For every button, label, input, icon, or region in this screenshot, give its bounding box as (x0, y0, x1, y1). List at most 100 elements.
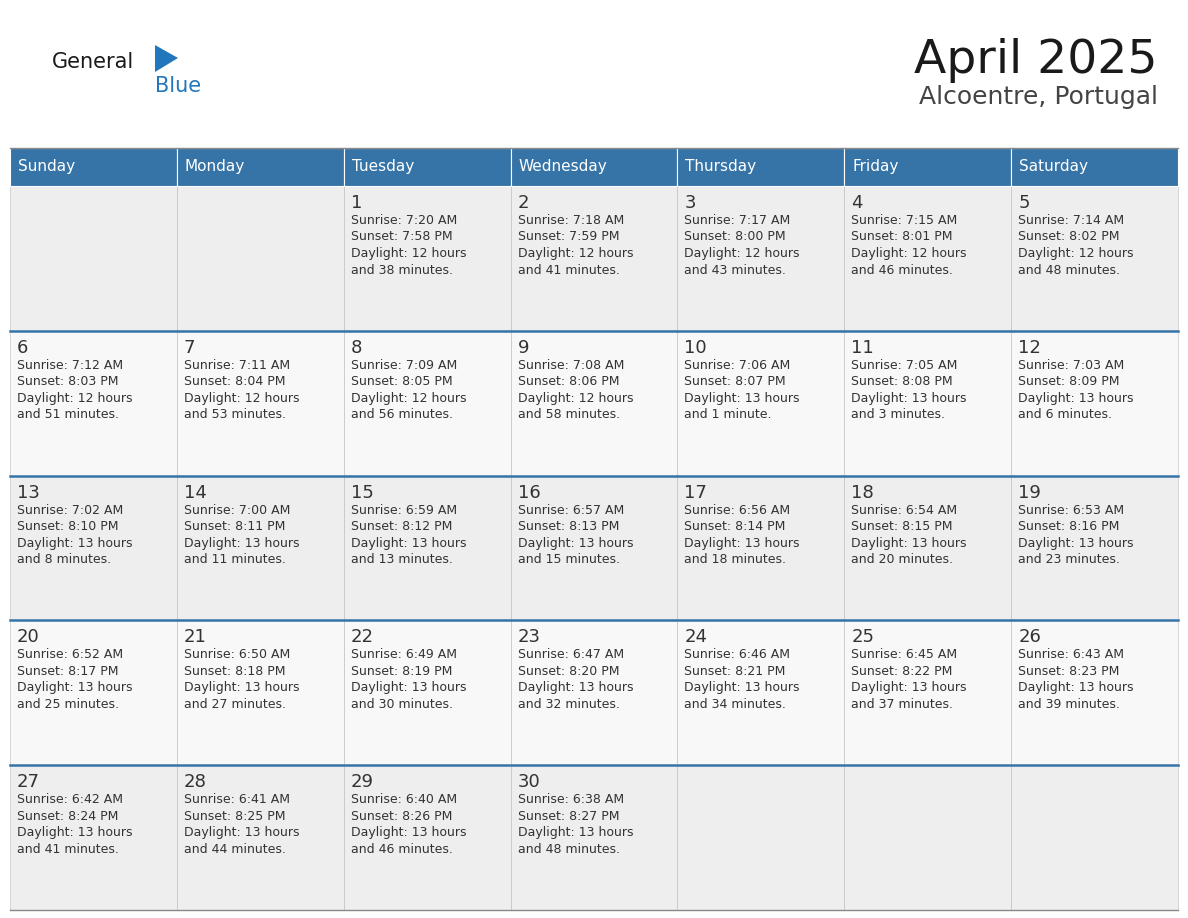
Bar (677, 766, 845, 910)
Text: 7: 7 (184, 339, 195, 357)
Bar (845, 186, 1011, 330)
Text: Sunrise: 6:42 AM: Sunrise: 6:42 AM (17, 793, 124, 806)
Text: Daylight: 12 hours: Daylight: 12 hours (518, 392, 633, 405)
Text: Sunset: 8:12 PM: Sunset: 8:12 PM (350, 521, 453, 533)
Text: Sunrise: 6:56 AM: Sunrise: 6:56 AM (684, 504, 790, 517)
Text: Daylight: 13 hours: Daylight: 13 hours (1018, 392, 1133, 405)
Text: and 23 minutes.: and 23 minutes. (1018, 554, 1120, 566)
Bar (511, 621, 677, 766)
Bar (511, 148, 677, 186)
Text: Daylight: 13 hours: Daylight: 13 hours (17, 826, 133, 839)
Text: 27: 27 (17, 773, 40, 791)
Text: and 18 minutes.: and 18 minutes. (684, 554, 786, 566)
Text: Saturday: Saturday (1019, 160, 1088, 174)
Bar (343, 766, 511, 910)
Text: and 39 minutes.: and 39 minutes. (1018, 698, 1120, 711)
Text: 16: 16 (518, 484, 541, 501)
Text: 3: 3 (684, 194, 696, 212)
Text: Sunset: 8:06 PM: Sunset: 8:06 PM (518, 375, 619, 388)
Text: 12: 12 (1018, 339, 1041, 357)
Text: Sunrise: 6:41 AM: Sunrise: 6:41 AM (184, 793, 290, 806)
Text: and 8 minutes.: and 8 minutes. (17, 554, 112, 566)
Text: Daylight: 13 hours: Daylight: 13 hours (1018, 537, 1133, 550)
Bar (1011, 476, 1178, 621)
Bar (1011, 148, 1178, 186)
Text: Daylight: 12 hours: Daylight: 12 hours (518, 247, 633, 260)
Text: and 44 minutes.: and 44 minutes. (184, 843, 286, 856)
Text: 26: 26 (1018, 629, 1041, 646)
Text: Sunset: 8:10 PM: Sunset: 8:10 PM (17, 521, 119, 533)
Text: Sunrise: 6:49 AM: Sunrise: 6:49 AM (350, 648, 456, 661)
Text: Sunrise: 7:05 AM: Sunrise: 7:05 AM (852, 359, 958, 372)
Text: Sunset: 8:09 PM: Sunset: 8:09 PM (1018, 375, 1119, 388)
Text: Blue: Blue (154, 76, 201, 96)
Bar (677, 621, 845, 766)
Text: and 48 minutes.: and 48 minutes. (1018, 263, 1120, 276)
Text: Sunset: 8:15 PM: Sunset: 8:15 PM (852, 521, 953, 533)
Text: Sunrise: 6:50 AM: Sunrise: 6:50 AM (184, 648, 290, 661)
Text: Sunrise: 6:47 AM: Sunrise: 6:47 AM (518, 648, 624, 661)
Text: and 53 minutes.: and 53 minutes. (184, 409, 286, 421)
Text: 30: 30 (518, 773, 541, 791)
Bar (677, 476, 845, 621)
Text: 14: 14 (184, 484, 207, 501)
Text: Tuesday: Tuesday (352, 160, 413, 174)
Text: Sunrise: 7:14 AM: Sunrise: 7:14 AM (1018, 214, 1124, 227)
Text: Sunset: 8:01 PM: Sunset: 8:01 PM (852, 230, 953, 243)
Bar (10, 476, 177, 621)
Text: 22: 22 (350, 629, 374, 646)
Text: and 56 minutes.: and 56 minutes. (350, 409, 453, 421)
Text: Daylight: 12 hours: Daylight: 12 hours (17, 392, 133, 405)
Text: Thursday: Thursday (685, 160, 757, 174)
Text: Sunrise: 6:52 AM: Sunrise: 6:52 AM (17, 648, 124, 661)
Text: and 34 minutes.: and 34 minutes. (684, 698, 786, 711)
Text: Daylight: 13 hours: Daylight: 13 hours (17, 681, 133, 694)
Text: Daylight: 13 hours: Daylight: 13 hours (184, 681, 299, 694)
Text: 17: 17 (684, 484, 707, 501)
Text: 29: 29 (350, 773, 374, 791)
Bar (177, 621, 343, 766)
Text: Daylight: 13 hours: Daylight: 13 hours (852, 681, 967, 694)
Text: 20: 20 (17, 629, 39, 646)
Text: Monday: Monday (185, 160, 245, 174)
Text: Sunset: 8:18 PM: Sunset: 8:18 PM (184, 665, 285, 677)
Bar (511, 330, 677, 476)
Text: Sunset: 8:00 PM: Sunset: 8:00 PM (684, 230, 786, 243)
Text: 5: 5 (1018, 194, 1030, 212)
Text: Sunset: 8:17 PM: Sunset: 8:17 PM (17, 665, 119, 677)
Bar (177, 186, 343, 330)
Text: Daylight: 13 hours: Daylight: 13 hours (350, 681, 466, 694)
Text: Sunrise: 7:03 AM: Sunrise: 7:03 AM (1018, 359, 1124, 372)
Text: Sunset: 7:59 PM: Sunset: 7:59 PM (518, 230, 619, 243)
Bar (10, 148, 177, 186)
Text: and 41 minutes.: and 41 minutes. (518, 263, 619, 276)
Text: Sunset: 8:20 PM: Sunset: 8:20 PM (518, 665, 619, 677)
Bar (343, 476, 511, 621)
Text: Sunrise: 6:46 AM: Sunrise: 6:46 AM (684, 648, 790, 661)
Bar (677, 148, 845, 186)
Text: Sunrise: 7:12 AM: Sunrise: 7:12 AM (17, 359, 124, 372)
Bar (177, 148, 343, 186)
Bar (845, 766, 1011, 910)
Text: Sunset: 8:24 PM: Sunset: 8:24 PM (17, 810, 119, 823)
Text: 28: 28 (184, 773, 207, 791)
Bar (10, 766, 177, 910)
Text: Sunset: 8:16 PM: Sunset: 8:16 PM (1018, 521, 1119, 533)
Bar (845, 621, 1011, 766)
Polygon shape (154, 45, 178, 72)
Text: Daylight: 13 hours: Daylight: 13 hours (1018, 681, 1133, 694)
Text: Sunset: 8:11 PM: Sunset: 8:11 PM (184, 521, 285, 533)
Text: Sunset: 8:07 PM: Sunset: 8:07 PM (684, 375, 786, 388)
Text: Daylight: 13 hours: Daylight: 13 hours (852, 392, 967, 405)
Bar (343, 186, 511, 330)
Text: and 20 minutes.: and 20 minutes. (852, 554, 953, 566)
Text: and 51 minutes.: and 51 minutes. (17, 409, 119, 421)
Text: and 58 minutes.: and 58 minutes. (518, 409, 620, 421)
Text: and 3 minutes.: and 3 minutes. (852, 409, 946, 421)
Text: 13: 13 (17, 484, 40, 501)
Text: and 27 minutes.: and 27 minutes. (184, 698, 286, 711)
Text: Daylight: 13 hours: Daylight: 13 hours (518, 826, 633, 839)
Text: and 38 minutes.: and 38 minutes. (350, 263, 453, 276)
Bar (511, 186, 677, 330)
Bar (845, 148, 1011, 186)
